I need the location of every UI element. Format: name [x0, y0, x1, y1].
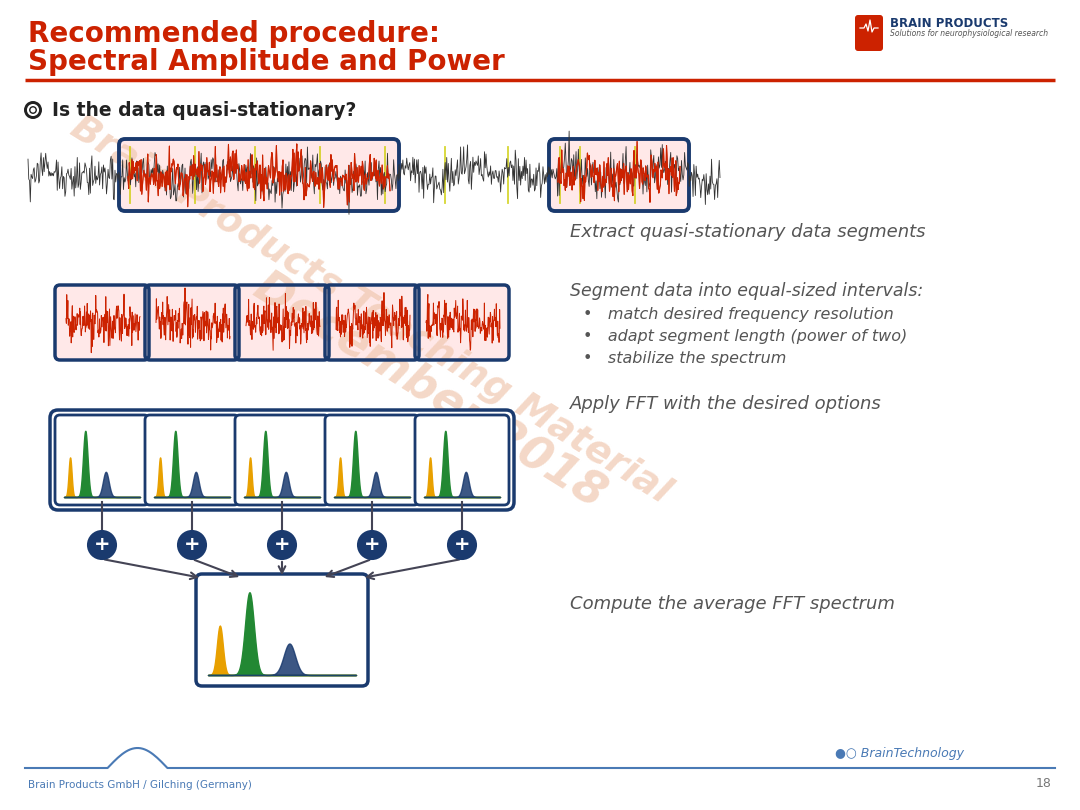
Text: +: + [273, 535, 291, 555]
FancyBboxPatch shape [119, 139, 399, 211]
Text: 18: 18 [1036, 777, 1052, 790]
FancyBboxPatch shape [415, 415, 509, 505]
Text: •   adapt segment length (power of two): • adapt segment length (power of two) [583, 329, 907, 344]
FancyBboxPatch shape [145, 285, 239, 360]
Text: •   stabilize the spectrum: • stabilize the spectrum [583, 351, 786, 366]
Circle shape [448, 531, 476, 559]
Circle shape [178, 531, 206, 559]
Text: +: + [454, 535, 470, 555]
Text: +: + [94, 535, 110, 555]
FancyBboxPatch shape [855, 15, 883, 51]
FancyBboxPatch shape [415, 285, 509, 360]
FancyBboxPatch shape [325, 285, 419, 360]
FancyBboxPatch shape [55, 415, 149, 505]
FancyBboxPatch shape [235, 415, 329, 505]
Text: Brain Products Teaching Material: Brain Products Teaching Material [64, 109, 676, 511]
FancyBboxPatch shape [55, 285, 149, 360]
Text: Extract quasi-stationary data segments: Extract quasi-stationary data segments [570, 223, 926, 241]
Circle shape [30, 108, 36, 113]
Circle shape [28, 105, 38, 115]
Text: •   match desired frequency resolution: • match desired frequency resolution [583, 307, 894, 322]
Text: BRAIN PRODUCTS: BRAIN PRODUCTS [890, 17, 1009, 30]
FancyBboxPatch shape [325, 415, 419, 505]
Text: December 2018: December 2018 [246, 263, 613, 517]
Text: Compute the average FFT spectrum: Compute the average FFT spectrum [570, 595, 895, 613]
Text: Segment data into equal-sized intervals:: Segment data into equal-sized intervals: [570, 282, 923, 300]
Text: Apply FFT with the desired options: Apply FFT with the desired options [570, 395, 881, 413]
Circle shape [87, 531, 116, 559]
FancyBboxPatch shape [195, 574, 368, 686]
Text: Spectral Amplitude and Power: Spectral Amplitude and Power [28, 48, 504, 76]
FancyBboxPatch shape [50, 410, 514, 510]
FancyBboxPatch shape [145, 415, 239, 505]
Text: +: + [184, 535, 200, 555]
Text: Recommended procedure:: Recommended procedure: [28, 20, 440, 48]
Circle shape [357, 531, 386, 559]
Text: +: + [364, 535, 380, 555]
Circle shape [24, 101, 42, 119]
Text: Solutions for neurophysiological research: Solutions for neurophysiological researc… [890, 29, 1048, 38]
FancyBboxPatch shape [549, 139, 689, 211]
Text: Is the data quasi-stationary?: Is the data quasi-stationary? [52, 100, 356, 120]
Text: ●○ BrainTechnology: ●○ BrainTechnology [835, 747, 964, 760]
Circle shape [268, 531, 296, 559]
FancyBboxPatch shape [235, 285, 329, 360]
Text: Brain Products GmbH / Gilching (Germany): Brain Products GmbH / Gilching (Germany) [28, 780, 252, 790]
